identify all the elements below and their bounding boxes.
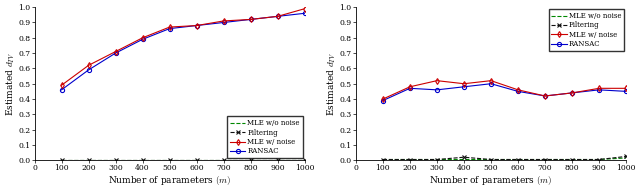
Line: RANSAC: RANSAC (60, 11, 307, 92)
RANSAC (58, 89, 65, 91)
Filtering (139, 158, 147, 161)
Filtering (220, 158, 227, 161)
MLE w/ noise (406, 86, 414, 88)
MLE w/o noise (595, 158, 603, 161)
Y-axis label: Estimated $d_{TV}$: Estimated $d_{TV}$ (326, 52, 338, 116)
Filtering (514, 158, 522, 161)
RANSAC (595, 89, 603, 91)
Filtering (247, 158, 255, 161)
MLE w/o noise (220, 158, 227, 161)
Filtering (433, 158, 441, 161)
MLE w/o noise (247, 158, 255, 161)
Line: MLE w/ noise: MLE w/ noise (381, 79, 628, 101)
MLE w/ noise (568, 92, 576, 94)
MLE w/o noise (84, 158, 92, 161)
Filtering (274, 158, 282, 161)
RANSAC (247, 18, 255, 21)
RANSAC (193, 24, 200, 27)
RANSAC (568, 92, 576, 94)
Filtering (568, 158, 576, 161)
Legend: MLE w/o noise, Filtering, MLE w/ noise, RANSAC: MLE w/o noise, Filtering, MLE w/ noise, … (548, 9, 624, 51)
Filtering (193, 158, 200, 161)
RANSAC (220, 21, 227, 24)
MLE w/ noise (247, 18, 255, 21)
MLE w/o noise (112, 158, 120, 161)
Filtering (58, 158, 65, 161)
MLE w/o noise (406, 158, 414, 161)
MLE w/ noise (514, 89, 522, 91)
Filtering (460, 156, 468, 158)
Filtering (301, 158, 308, 161)
RANSAC (166, 28, 173, 30)
RANSAC (274, 15, 282, 18)
Line: MLE w/ noise: MLE w/ noise (60, 7, 307, 87)
RANSAC (433, 89, 441, 91)
MLE w/ noise (112, 50, 120, 53)
MLE w/ noise (84, 64, 92, 66)
MLE w/ noise (433, 79, 441, 82)
Line: Filtering: Filtering (60, 157, 307, 162)
RANSAC (460, 86, 468, 88)
RANSAC (541, 95, 549, 97)
MLE w/ noise (220, 20, 227, 22)
MLE w/o noise (58, 158, 65, 161)
RANSAC (301, 12, 308, 15)
MLE w/o noise (487, 158, 495, 161)
RANSAC (84, 69, 92, 71)
RANSAC (514, 90, 522, 92)
Filtering (112, 158, 120, 161)
Filtering (84, 158, 92, 161)
RANSAC (622, 90, 630, 92)
Line: Filtering: Filtering (381, 154, 628, 162)
MLE w/o noise (139, 158, 147, 161)
MLE w/o noise (274, 158, 282, 161)
Filtering (541, 158, 549, 161)
RANSAC (139, 38, 147, 40)
Filtering (487, 158, 495, 161)
Line: MLE w/o noise: MLE w/o noise (383, 158, 626, 159)
MLE w/ noise (139, 37, 147, 39)
MLE w/ noise (379, 98, 387, 100)
MLE w/ noise (274, 15, 282, 18)
MLE w/o noise (568, 158, 576, 161)
MLE w/ noise (595, 87, 603, 89)
MLE w/o noise (622, 157, 630, 159)
RANSAC (487, 83, 495, 85)
X-axis label: Number of parameters $(m)$: Number of parameters $(m)$ (108, 174, 231, 187)
MLE w/o noise (433, 158, 441, 161)
MLE w/o noise (301, 158, 308, 161)
Filtering (622, 155, 630, 158)
MLE w/o noise (166, 158, 173, 161)
MLE w/o noise (460, 158, 468, 161)
MLE w/ noise (541, 95, 549, 97)
RANSAC (379, 100, 387, 102)
MLE w/o noise (193, 158, 200, 161)
MLE w/ noise (58, 84, 65, 86)
MLE w/ noise (166, 26, 173, 28)
MLE w/o noise (514, 158, 522, 161)
Line: RANSAC: RANSAC (381, 82, 628, 103)
Filtering (406, 158, 414, 161)
Filtering (166, 158, 173, 161)
MLE w/o noise (379, 158, 387, 161)
RANSAC (112, 52, 120, 54)
MLE w/ noise (487, 79, 495, 82)
MLE w/ noise (622, 87, 630, 89)
Filtering (379, 158, 387, 161)
MLE w/o noise (541, 158, 549, 161)
X-axis label: Number of parameters $(m)$: Number of parameters $(m)$ (429, 174, 553, 187)
MLE w/ noise (460, 83, 468, 85)
MLE w/ noise (301, 8, 308, 10)
RANSAC (406, 87, 414, 89)
Y-axis label: Estimated $d_{TV}$: Estimated $d_{TV}$ (4, 52, 17, 116)
Filtering (595, 158, 603, 161)
MLE w/ noise (193, 24, 200, 27)
Legend: MLE w/o noise, Filtering, MLE w/ noise, RANSAC: MLE w/o noise, Filtering, MLE w/ noise, … (227, 117, 303, 158)
